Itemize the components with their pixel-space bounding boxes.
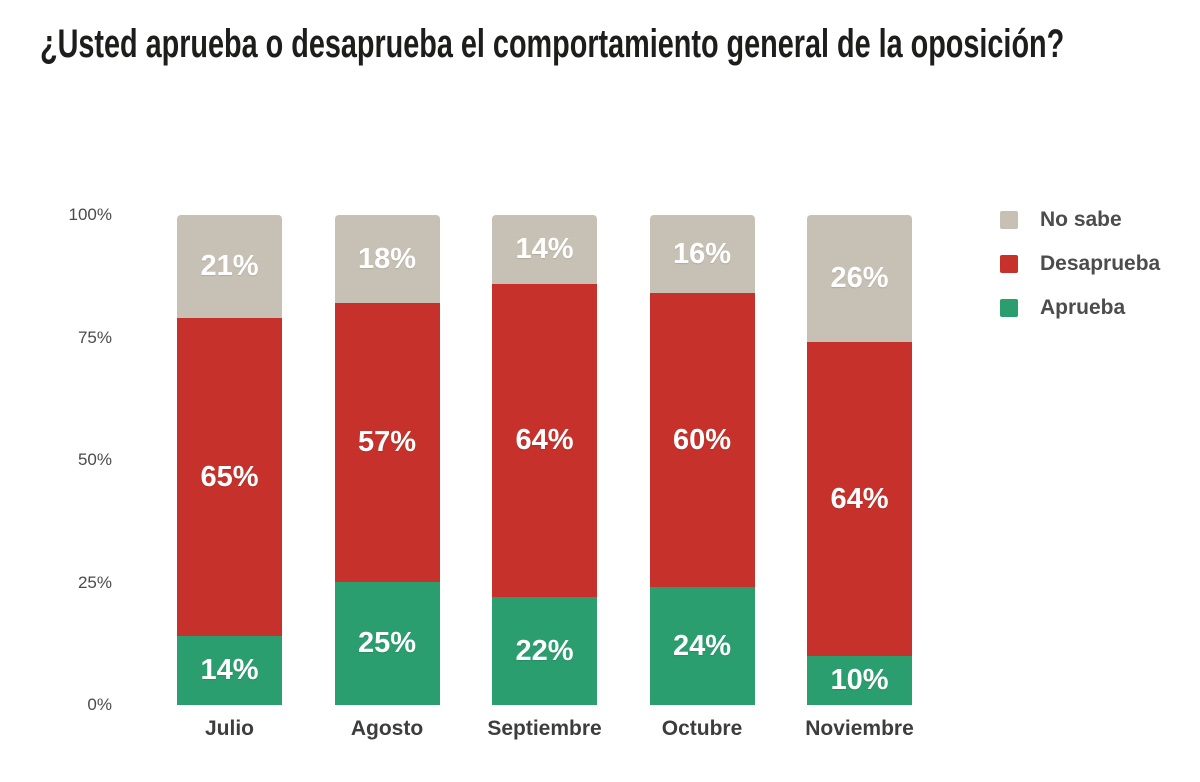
y-axis: 100% 75% 50% 25% 0% xyxy=(0,205,112,714)
segment-no-sabe-octubre: 16% xyxy=(649,215,755,294)
segment-aprueba-julio: 14% xyxy=(177,636,282,705)
segment-value-label: 22% xyxy=(515,634,574,667)
x-axis-labels: Julio Agosto Septiembre Octubre Noviembre xyxy=(177,717,914,741)
x-label-agosto: Agosto xyxy=(335,717,440,741)
y-tick-label: 75% xyxy=(77,327,112,347)
bar-noviembre: 26% 64% 10% xyxy=(807,215,912,705)
segment-aprueba-agosto: 25% xyxy=(334,582,440,705)
x-label-julio: Julio xyxy=(177,717,282,741)
bar-julio: 21% 65% 14% xyxy=(177,215,282,705)
segment-value-label: 24% xyxy=(672,629,732,662)
legend-swatch-icon xyxy=(1000,211,1018,229)
segment-value-label: 26% xyxy=(830,262,889,295)
segment-value-label: 57% xyxy=(357,426,417,459)
segment-value-label: 21% xyxy=(200,249,259,282)
chart-title: ¿Usted aprueba o desaprueba el comportam… xyxy=(40,22,1065,66)
legend-item-no-sabe: No sabe xyxy=(1000,205,1160,235)
x-label-noviembre: Noviembre xyxy=(805,717,914,741)
category-label: Noviembre xyxy=(805,717,914,740)
legend: No sabe Desaprueba Aprueba xyxy=(1000,205,1160,323)
legend-label: Aprueba xyxy=(1040,296,1126,319)
segment-value-label: 64% xyxy=(515,423,574,456)
segment-value-label: 16% xyxy=(672,237,732,270)
segment-value-label: 10% xyxy=(830,663,889,696)
segment-desaprueba-agosto: 57% xyxy=(334,303,440,583)
legend-label: Desaprueba xyxy=(1040,252,1161,275)
bar-septiembre: 14% 64% 22% xyxy=(492,215,597,705)
segment-value-label: 64% xyxy=(830,482,889,515)
segment-value-label: 18% xyxy=(357,242,417,275)
category-label: Julio xyxy=(204,717,254,740)
segment-desaprueba-octubre: 60% xyxy=(649,293,755,588)
segment-aprueba-octubre: 24% xyxy=(649,587,755,705)
stacked-bar-chart: 21% 65% 14% 18% 57% 25% 14% 64% 22% 16% 60% 24% 26% 6… xyxy=(177,215,912,705)
segment-aprueba-septiembre: 22% xyxy=(492,597,597,705)
segment-value-label: 60% xyxy=(672,423,732,456)
legend-swatch-icon xyxy=(1000,255,1018,273)
segment-value-label: 14% xyxy=(515,232,574,265)
segment-value-label: 14% xyxy=(200,654,259,687)
legend-item-aprueba: Aprueba xyxy=(1000,293,1160,323)
category-label: Octubre xyxy=(661,717,743,740)
bar-octubre: 16% 60% 24% xyxy=(649,215,755,705)
segment-value-label: 65% xyxy=(200,460,259,493)
y-tick-label: 50% xyxy=(77,450,112,469)
segment-aprueba-noviembre: 10% xyxy=(807,655,912,705)
x-label-septiembre: Septiembre xyxy=(487,717,601,741)
segment-desaprueba-septiembre: 64% xyxy=(492,283,597,598)
category-label: Septiembre xyxy=(487,717,602,740)
y-tick-label: 25% xyxy=(77,572,112,592)
segment-desaprueba-noviembre: 64% xyxy=(807,342,912,656)
legend-swatch-icon xyxy=(1000,299,1018,317)
segment-no-sabe-septiembre: 14% xyxy=(492,215,597,284)
legend-label: No sabe xyxy=(1040,208,1122,231)
y-tick-label: 100% xyxy=(68,205,112,224)
segment-no-sabe-agosto: 18% xyxy=(334,215,440,304)
bar-agosto: 18% 57% 25% xyxy=(334,215,440,705)
segment-value-label: 25% xyxy=(357,627,417,660)
segment-desaprueba-julio: 65% xyxy=(177,317,282,637)
category-label: Agosto xyxy=(350,717,424,740)
x-label-octubre: Octubre xyxy=(650,717,755,741)
segment-no-sabe-noviembre: 26% xyxy=(807,215,912,343)
segment-no-sabe-julio: 21% xyxy=(177,215,282,318)
y-tick-label: 0% xyxy=(87,695,112,714)
legend-item-desaprueba: Desaprueba xyxy=(1000,249,1160,279)
